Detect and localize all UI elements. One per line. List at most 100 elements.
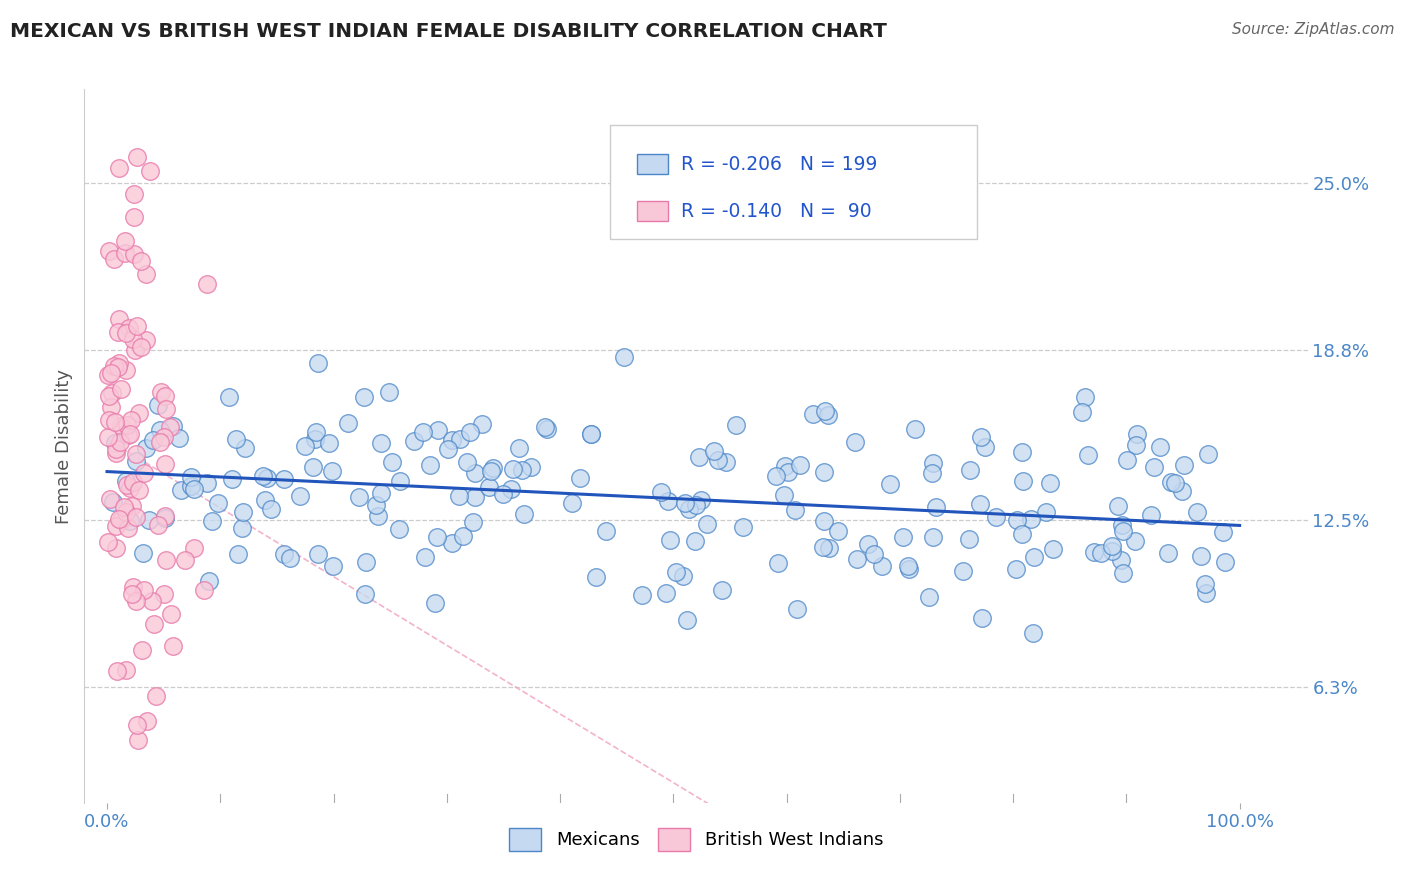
Point bbox=[105, 446, 128, 460]
Point bbox=[696, 517, 718, 532]
Point bbox=[307, 547, 329, 561]
Point bbox=[256, 471, 278, 485]
Point bbox=[152, 430, 174, 444]
Point bbox=[1157, 546, 1180, 560]
Point bbox=[1011, 527, 1033, 541]
Point bbox=[1083, 544, 1105, 558]
Point bbox=[122, 210, 145, 224]
Point bbox=[170, 483, 193, 497]
FancyBboxPatch shape bbox=[637, 201, 668, 220]
Point bbox=[1042, 541, 1064, 556]
Point bbox=[354, 555, 377, 569]
Point bbox=[425, 596, 447, 610]
Point bbox=[1019, 512, 1042, 526]
Point bbox=[108, 161, 131, 175]
Point bbox=[512, 507, 534, 521]
Point bbox=[690, 493, 713, 508]
Point bbox=[897, 558, 920, 573]
Point bbox=[1111, 517, 1133, 532]
Point bbox=[1011, 445, 1033, 459]
Point bbox=[136, 714, 159, 728]
Point bbox=[103, 495, 125, 509]
Point bbox=[125, 594, 148, 608]
Point bbox=[1123, 534, 1146, 549]
Point bbox=[226, 547, 249, 561]
Point bbox=[520, 459, 543, 474]
Point bbox=[131, 546, 153, 560]
Point bbox=[925, 500, 948, 514]
FancyBboxPatch shape bbox=[637, 154, 668, 174]
Point bbox=[305, 425, 328, 440]
Point bbox=[149, 434, 172, 449]
Point bbox=[1115, 452, 1137, 467]
Point bbox=[1107, 499, 1129, 513]
Point bbox=[1112, 524, 1135, 538]
Point bbox=[307, 356, 329, 370]
Point bbox=[207, 496, 229, 510]
Point bbox=[108, 434, 131, 449]
Point bbox=[655, 586, 678, 600]
Point bbox=[811, 540, 834, 554]
Point bbox=[142, 616, 165, 631]
Point bbox=[1170, 483, 1192, 498]
Point bbox=[449, 433, 471, 447]
Point bbox=[114, 474, 136, 488]
Point bbox=[155, 509, 177, 524]
Text: R = -0.206   N = 199: R = -0.206 N = 199 bbox=[682, 155, 877, 175]
Point bbox=[231, 521, 253, 535]
Point bbox=[970, 610, 993, 624]
Point bbox=[1125, 438, 1147, 452]
Text: MEXICAN VS BRITISH WEST INDIAN FEMALE DISABILITY CORRELATION CHART: MEXICAN VS BRITISH WEST INDIAN FEMALE DI… bbox=[10, 22, 887, 41]
Point bbox=[135, 267, 157, 281]
Point bbox=[776, 466, 799, 480]
Point bbox=[786, 601, 808, 615]
Point bbox=[461, 515, 484, 529]
Point bbox=[232, 505, 254, 519]
Point bbox=[801, 407, 824, 421]
Point bbox=[688, 450, 710, 464]
Point bbox=[773, 488, 796, 502]
Point bbox=[676, 613, 699, 627]
Point bbox=[817, 408, 839, 422]
Point bbox=[104, 541, 127, 555]
Point bbox=[952, 564, 974, 578]
Point bbox=[253, 493, 276, 508]
Point bbox=[336, 416, 359, 430]
Point bbox=[1090, 546, 1112, 560]
Point bbox=[97, 413, 120, 427]
Point bbox=[97, 368, 120, 382]
Point bbox=[125, 453, 148, 467]
Point bbox=[1149, 440, 1171, 454]
Point bbox=[134, 583, 156, 598]
Point bbox=[1213, 555, 1236, 569]
Point bbox=[110, 513, 132, 527]
Point bbox=[1143, 460, 1166, 475]
Point bbox=[381, 455, 404, 469]
Point bbox=[107, 311, 129, 326]
Point bbox=[449, 489, 471, 503]
Point bbox=[440, 535, 463, 549]
Point bbox=[114, 663, 136, 677]
Point bbox=[124, 187, 146, 202]
Point bbox=[153, 587, 176, 601]
Point bbox=[120, 413, 142, 427]
Point bbox=[100, 366, 122, 380]
Point bbox=[183, 483, 205, 497]
Point bbox=[436, 442, 458, 456]
Point bbox=[125, 447, 148, 461]
Point bbox=[844, 434, 866, 449]
Point bbox=[1185, 505, 1208, 519]
Point bbox=[595, 524, 617, 538]
Point bbox=[813, 514, 835, 528]
Point bbox=[508, 441, 530, 455]
Point bbox=[1173, 458, 1195, 473]
Point bbox=[108, 356, 131, 370]
Point bbox=[1021, 626, 1043, 640]
Point bbox=[969, 497, 991, 511]
Point bbox=[499, 483, 522, 497]
Point bbox=[536, 422, 558, 436]
Point bbox=[1073, 391, 1095, 405]
Point bbox=[155, 553, 177, 567]
Point bbox=[114, 246, 136, 260]
Point bbox=[127, 150, 149, 164]
